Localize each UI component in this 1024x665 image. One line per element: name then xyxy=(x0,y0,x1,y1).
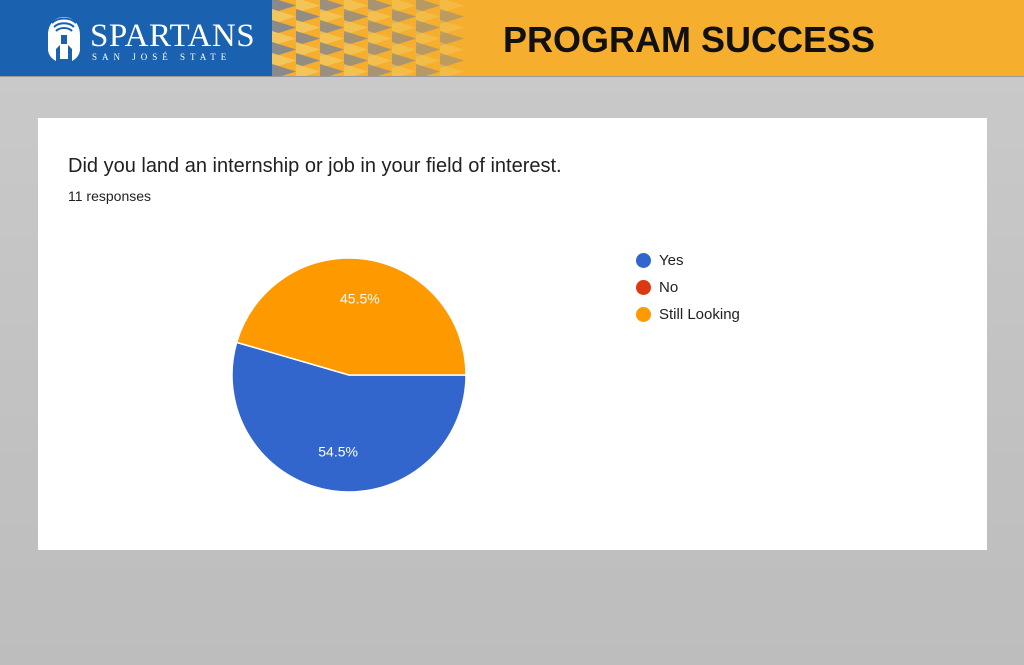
pattern-triangle xyxy=(320,20,344,35)
pattern-triangle xyxy=(272,20,296,35)
pattern-triangle xyxy=(320,0,344,13)
pattern-triangle xyxy=(320,53,344,68)
chart-legend: Yes No Still Looking xyxy=(636,247,740,328)
decorative-triangle-pattern xyxy=(272,0,472,76)
pattern-triangle xyxy=(392,0,416,13)
pattern-triangle xyxy=(320,31,344,46)
legend-label: No xyxy=(659,279,679,296)
pattern-triangle xyxy=(440,20,464,35)
pattern-triangle xyxy=(272,0,296,13)
pattern-triangle xyxy=(344,20,368,35)
pattern-triangle xyxy=(344,64,368,76)
pattern-triangle xyxy=(368,42,392,57)
header-banner: SPARTANS SAN JOSÉ STATE PROGRAM SUCCESS xyxy=(0,0,1024,77)
pattern-triangle xyxy=(344,53,368,68)
pattern-triangle xyxy=(440,31,464,46)
pattern-triangle xyxy=(344,0,368,13)
pattern-triangle xyxy=(296,31,320,46)
pattern-triangle xyxy=(296,0,320,13)
pattern-triangle xyxy=(344,42,368,57)
pattern-triangle xyxy=(368,53,392,68)
pattern-triangle xyxy=(296,53,320,68)
pattern-triangle xyxy=(440,64,464,76)
brand-block: SPARTANS SAN JOSÉ STATE xyxy=(0,0,272,76)
pattern-triangle xyxy=(296,42,320,57)
legend-item: Still Looking xyxy=(636,301,740,328)
page-title: PROGRAM SUCCESS xyxy=(503,19,876,60)
pattern-triangle xyxy=(272,42,296,57)
pattern-triangle xyxy=(272,53,296,68)
pattern-triangle xyxy=(440,0,464,13)
pattern-triangle xyxy=(416,64,440,76)
pattern-triangle xyxy=(440,9,464,24)
pattern-triangle xyxy=(296,64,320,76)
pattern-triangle xyxy=(440,53,464,68)
pattern-triangle xyxy=(392,64,416,76)
spartan-helmet-logo xyxy=(48,17,80,61)
pie-slice-yes xyxy=(231,341,467,493)
chart-title: Did you land an internship or job in you… xyxy=(68,155,562,177)
pattern-triangle xyxy=(368,64,392,76)
pattern-triangle xyxy=(272,64,296,76)
pattern-triangle xyxy=(368,9,392,24)
pattern-triangle xyxy=(416,20,440,35)
pie-data-label: 54.5% xyxy=(318,443,358,459)
pattern-triangle xyxy=(320,9,344,24)
pattern-triangle xyxy=(392,20,416,35)
pattern-triangle xyxy=(296,9,320,24)
pie-data-label: 45.5% xyxy=(340,291,380,307)
pattern-triangle xyxy=(392,42,416,57)
brand-subtitle: SAN JOSÉ STATE xyxy=(92,52,232,62)
pattern-triangle xyxy=(320,64,344,76)
pattern-triangle xyxy=(320,42,344,57)
pattern-triangle xyxy=(440,42,464,57)
pie-chart: 54.5% 45.5% xyxy=(231,257,467,493)
pattern-triangle xyxy=(416,53,440,68)
pattern-triangle xyxy=(416,31,440,46)
pattern-triangle xyxy=(272,31,296,46)
pattern-triangle xyxy=(296,20,320,35)
response-count: 11 responses xyxy=(68,188,152,204)
pattern-triangle xyxy=(344,31,368,46)
legend-item: No xyxy=(636,274,740,301)
legend-swatch xyxy=(636,253,651,268)
pie-slice-still-looking xyxy=(235,257,467,376)
pattern-triangle xyxy=(344,9,368,24)
pattern-triangle xyxy=(272,9,296,24)
pattern-triangle xyxy=(392,31,416,46)
legend-item: Yes xyxy=(636,247,740,274)
brand-name: SPARTANS xyxy=(90,18,256,54)
legend-label: Yes xyxy=(659,252,684,269)
pattern-triangle xyxy=(392,9,416,24)
chart-card: Did you land an internship or job in you… xyxy=(38,118,987,550)
pattern-triangle xyxy=(416,42,440,57)
legend-swatch xyxy=(636,280,651,295)
pattern-triangle xyxy=(416,9,440,24)
legend-swatch xyxy=(636,307,651,322)
pattern-triangle xyxy=(368,31,392,46)
pattern-triangle xyxy=(416,0,440,13)
legend-label: Still Looking xyxy=(659,306,740,323)
pattern-triangle xyxy=(368,0,392,13)
pattern-triangle xyxy=(368,20,392,35)
pattern-triangle xyxy=(392,53,416,68)
